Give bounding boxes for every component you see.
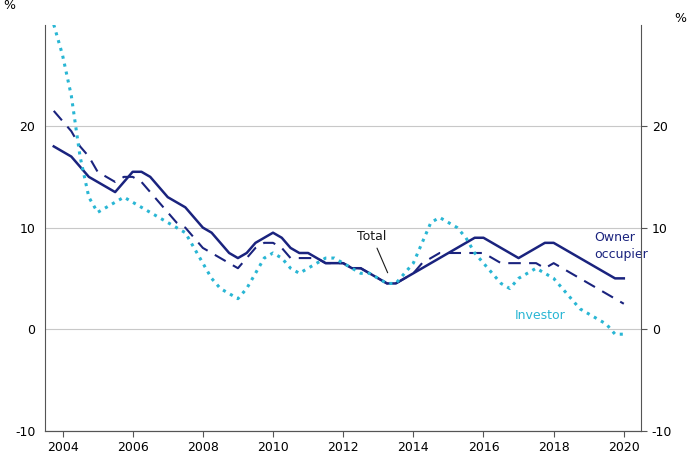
Text: Investor: Investor — [515, 309, 566, 322]
Y-axis label: %: % — [3, 0, 15, 12]
Text: Total: Total — [357, 230, 388, 273]
Y-axis label: %: % — [674, 12, 686, 25]
Text: Owner
occupier: Owner occupier — [594, 231, 648, 261]
